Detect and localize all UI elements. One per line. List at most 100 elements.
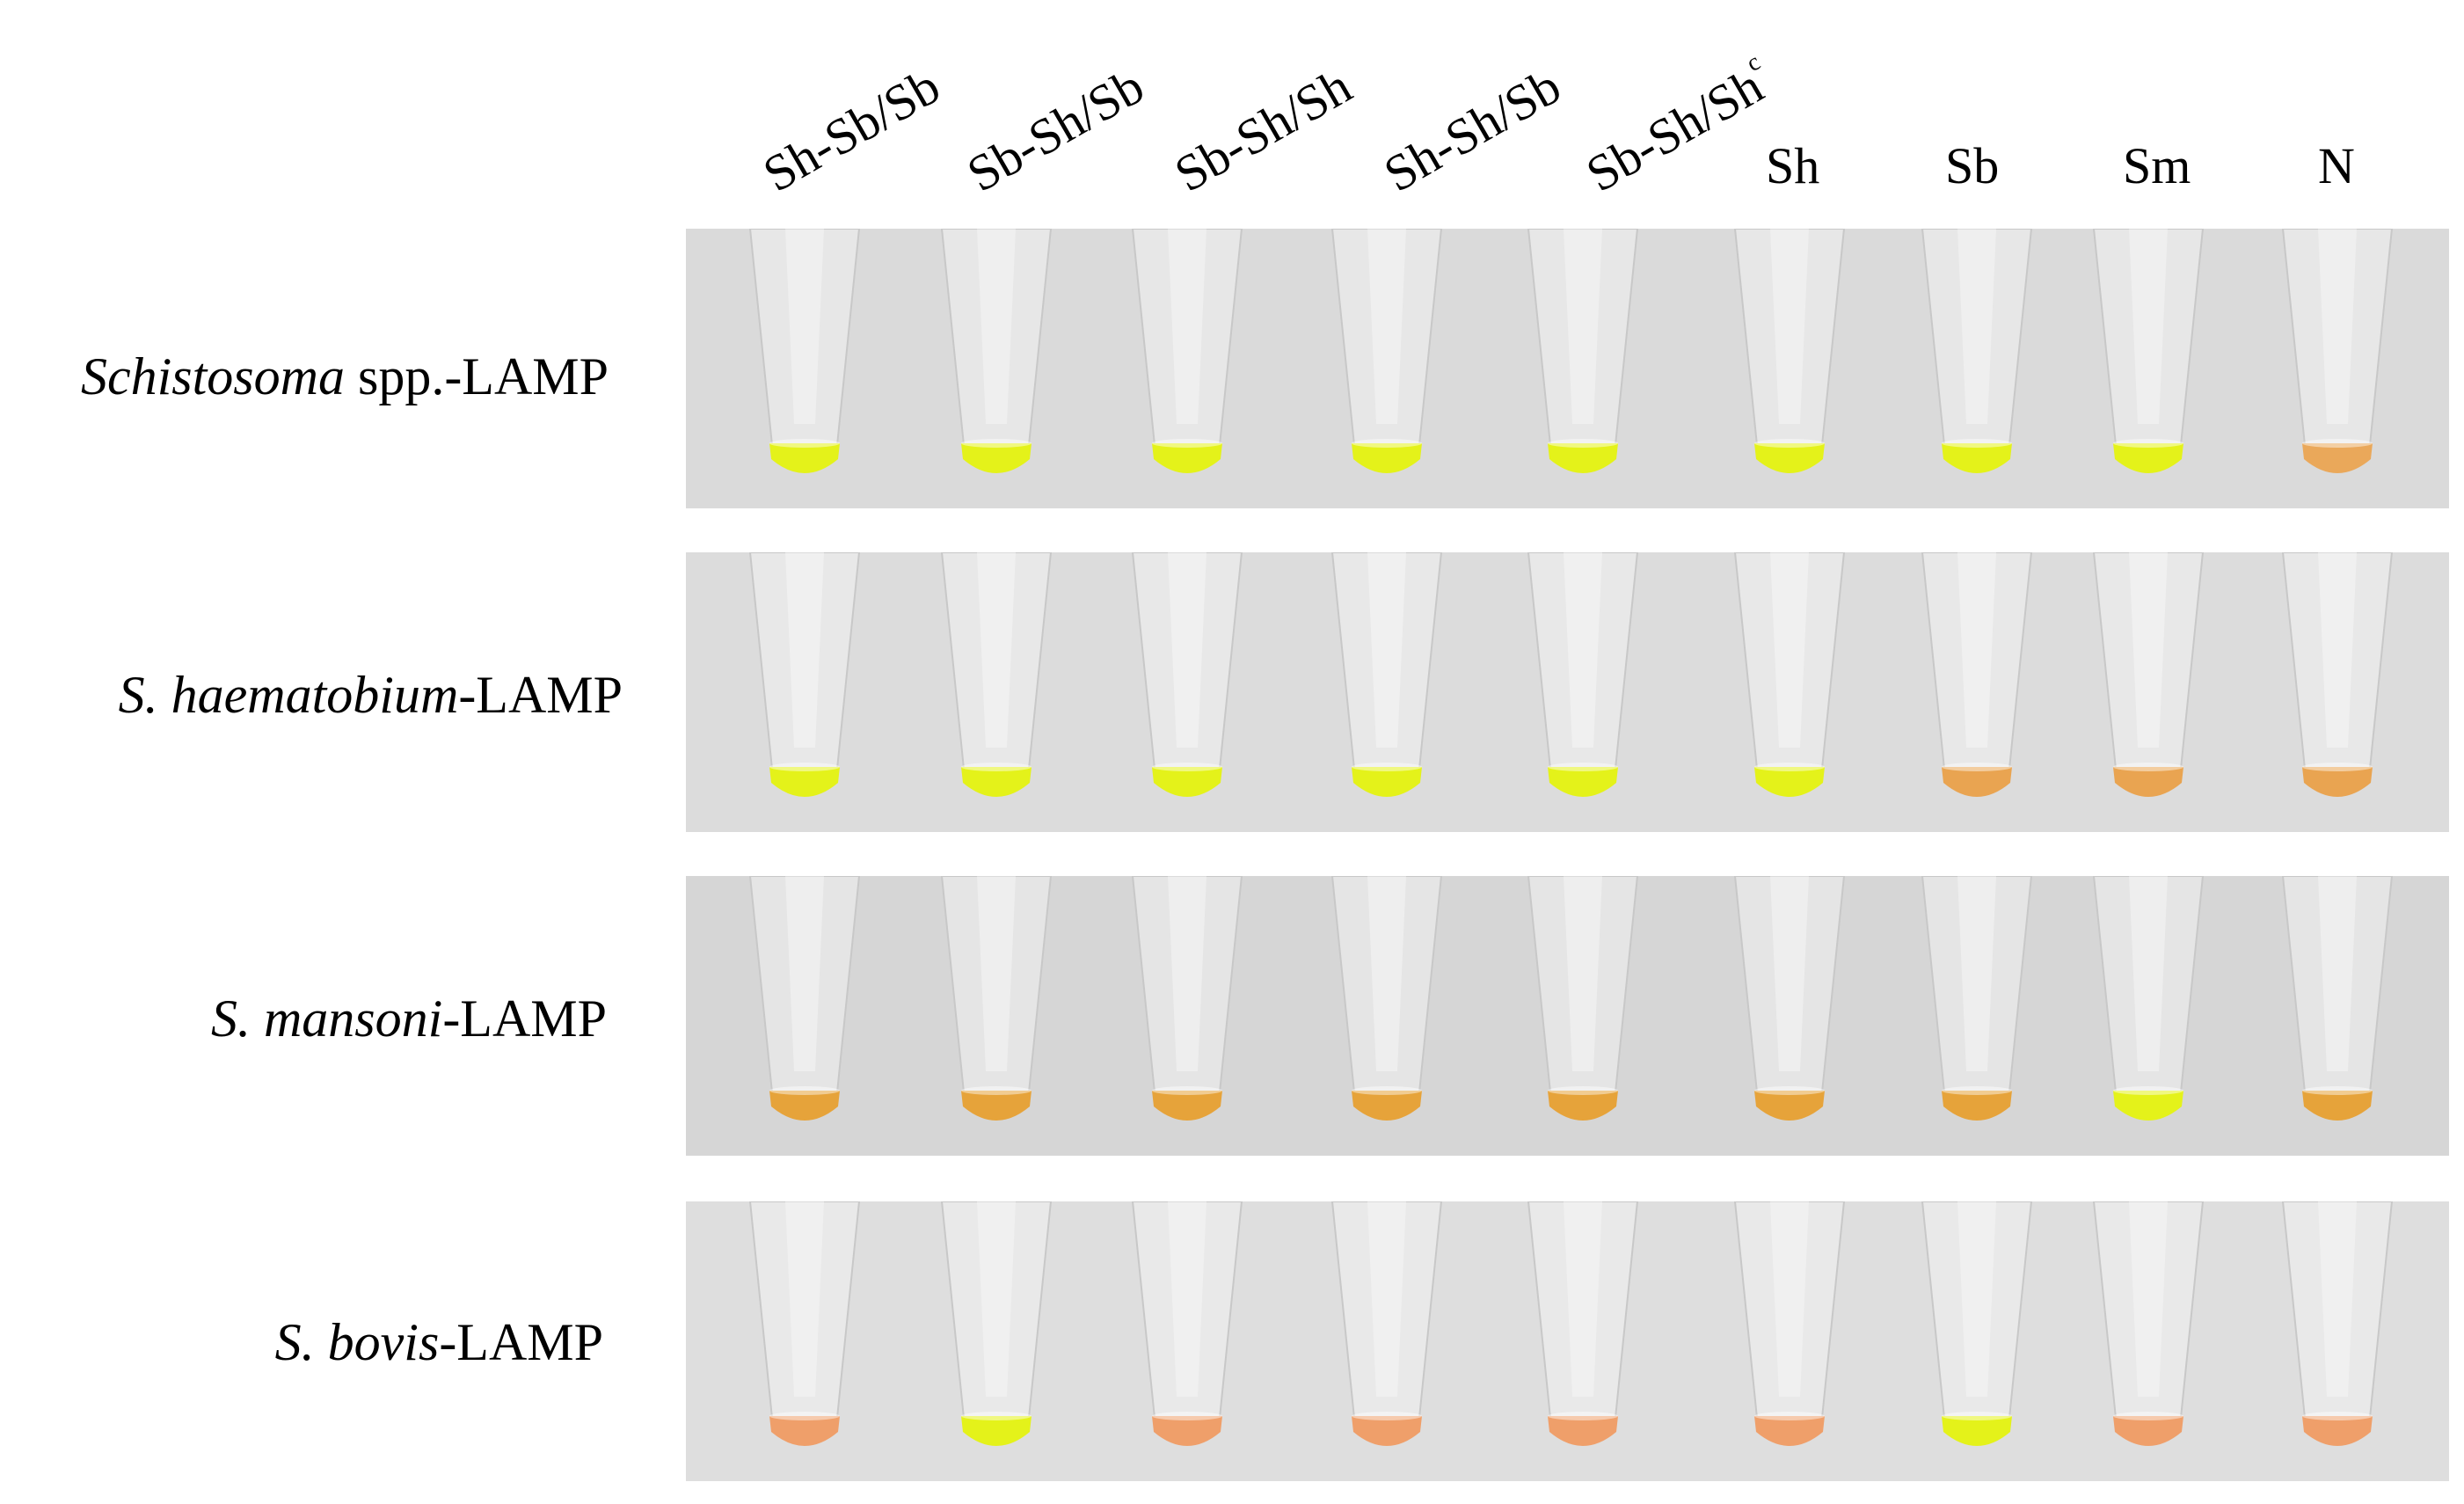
tube-highlight [1367,229,1406,424]
tube-highlight [1168,1201,1206,1397]
tube-panel-row-2 [686,552,2449,832]
row-label-italic: S. mansoni [210,989,443,1048]
tube-6 [1733,552,1846,797]
tube-highlight [1564,229,1602,424]
column-label-text: Sb-Sh/Sh [1165,56,1361,203]
tube-3 [1131,552,1243,797]
liquid-meniscus [1548,1086,1618,1095]
column-label: Sh-Sb/Sb [754,57,949,203]
tube-9 [2281,552,2394,797]
tube-highlight [977,552,1016,748]
liquid-meniscus [1942,763,2012,771]
reaction-liquid [1152,767,1222,797]
reaction-liquid [2302,1091,2373,1121]
tube-6 [1733,229,1846,473]
column-label-text: Sb-Sh/Sb [958,56,1154,203]
reaction-liquid [2113,443,2183,473]
tube-9 [2281,1201,2394,1446]
reaction-liquid [2302,443,2373,473]
liquid-meniscus [1352,1086,1422,1095]
tube-8 [2092,552,2205,797]
tube-highlight [1168,552,1206,748]
tube-highlight [2318,229,2357,424]
tube-highlight [1770,229,1809,424]
column-label: N [2318,141,2355,192]
reaction-liquid [961,767,1032,797]
reaction-liquid [2113,767,2183,797]
tube-highlight [2318,1201,2357,1397]
liquid-meniscus [1352,439,1422,448]
tube-highlight [977,1201,1016,1397]
tube-highlight [785,552,824,748]
tube-4 [1330,552,1443,797]
tube-photo-row-4 [686,1201,2449,1481]
reaction-liquid [1942,1416,2012,1446]
liquid-meniscus [961,1412,1032,1420]
tube-highlight [1770,1201,1809,1397]
tube-highlight [2318,552,2357,748]
tube-4 [1330,229,1443,473]
tube-1 [748,1201,861,1446]
liquid-meniscus [961,439,1032,448]
column-label: Sm [2123,141,2191,192]
liquid-meniscus [1754,439,1825,448]
liquid-meniscus [1754,1412,1825,1420]
liquid-meniscus [2302,1412,2373,1420]
tube-highlight [1564,1201,1602,1397]
liquid-meniscus [769,439,840,448]
liquid-meniscus [1548,439,1618,448]
tube-highlight [1168,229,1206,424]
tube-highlight [1564,876,1602,1071]
liquid-meniscus [769,763,840,771]
tube-photo-row-1 [686,229,2449,508]
tube-highlight [785,1201,824,1397]
tube-5 [1527,552,1639,797]
liquid-meniscus [1152,763,1222,771]
reaction-liquid [2302,1416,2373,1446]
tube-highlight [2129,229,2168,424]
row-label: Schistosoma spp.-LAMP [81,350,609,403]
reaction-liquid [1754,1416,1825,1446]
reaction-liquid [1352,1091,1422,1121]
reaction-liquid [1352,767,1422,797]
tube-6 [1733,876,1846,1121]
liquid-meniscus [1754,763,1825,771]
liquid-meniscus [1152,439,1222,448]
liquid-meniscus [961,763,1032,771]
liquid-meniscus [2302,439,2373,448]
row-label-rest: spp.-LAMP [344,347,609,405]
reaction-liquid [1548,1091,1618,1121]
tube-8 [2092,229,2205,473]
column-label-text: N [2318,137,2355,194]
tube-highlight [2129,876,2168,1071]
tube-highlight [2318,876,2357,1071]
reaction-liquid [961,1091,1032,1121]
tube-highlight [1168,876,1206,1071]
liquid-meniscus [1152,1412,1222,1420]
tube-3 [1131,876,1243,1121]
tube-highlight [977,229,1016,424]
tube-highlight [785,229,824,424]
tube-5 [1527,876,1639,1121]
liquid-meniscus [1942,439,2012,448]
reaction-liquid [1548,443,1618,473]
reaction-liquid [961,1416,1032,1446]
tube-photo-row-3 [686,876,2449,1156]
row-label: S. bovis-LAMP [275,1316,603,1369]
tube-8 [2092,876,2205,1121]
tube-2 [940,552,1053,797]
tube-highlight [1957,1201,1996,1397]
liquid-meniscus [961,1086,1032,1095]
row-label: S. mansoni-LAMP [211,992,607,1045]
tube-highlight [2129,552,2168,748]
tube-3 [1131,229,1243,473]
tube-highlight [1957,229,1996,424]
tube-highlight [1367,552,1406,748]
row-label: S. haematobium-LAMP [119,668,623,721]
reaction-liquid [1754,767,1825,797]
liquid-meniscus [2302,1086,2373,1095]
liquid-meniscus [1548,763,1618,771]
reaction-liquid [2113,1091,2183,1121]
row-label-italic: Schistosoma [80,347,345,405]
column-label: Sh [1766,141,1819,192]
